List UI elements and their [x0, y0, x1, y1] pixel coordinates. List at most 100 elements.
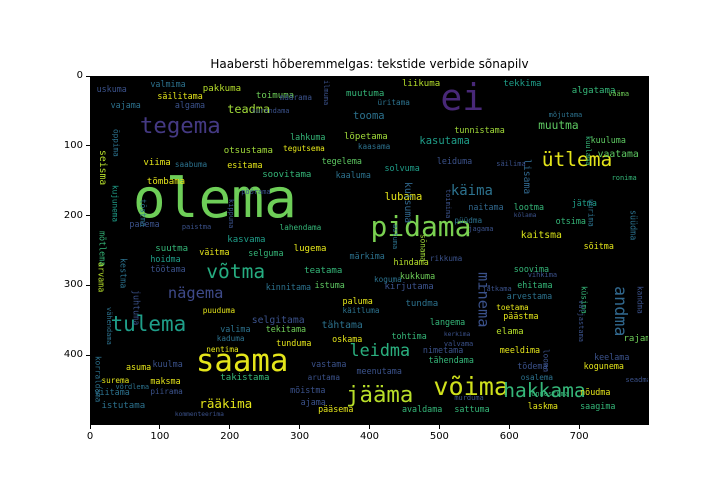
wordcloud-word: kommenteerima	[174, 411, 224, 419]
wordcloud-word: tõstma	[138, 199, 148, 227]
wordcloud-word: kutsuma	[401, 181, 413, 223]
wordcloud-word: viitama	[94, 386, 130, 397]
chart-title: Haabersti hõberemmelgas: tekstide verbid…	[210, 57, 529, 71]
wordcloud-word: kaaluma	[335, 170, 371, 181]
wordcloud-word: panema	[129, 219, 160, 230]
wordcloud-word: lõpetama	[343, 131, 388, 142]
x-tick-label: 200	[220, 431, 240, 442]
wordcloud-word: viima	[143, 158, 171, 169]
wordcloud-word: ütlema	[541, 148, 613, 172]
wordcloud-word: maksma	[150, 376, 181, 387]
wordcloud-word: tundma	[405, 299, 439, 310]
wordcloud-word: paluma	[342, 295, 373, 306]
wordcloud-word: kandma	[635, 286, 645, 315]
wordcloud-word: andma	[610, 286, 631, 337]
wordcloud-word: kasvama	[227, 235, 266, 246]
wordcloud-word: tähendama	[428, 355, 474, 366]
y-tick-mark	[86, 145, 90, 147]
wordcloud-word: jääma	[346, 382, 414, 409]
x-tick-label: 100	[150, 431, 170, 442]
wordcloud-word: väitma	[199, 247, 230, 257]
wordcloud-word: seadma	[625, 376, 649, 385]
wordcloud-word: looma	[541, 349, 551, 373]
y-tick-mark	[86, 75, 90, 77]
wordcloud-word: pääsema	[318, 404, 354, 415]
wordcloud-word: ronima	[611, 173, 637, 182]
wordcloud-word: arvestama	[506, 290, 553, 301]
wordcloud-word: hindama	[393, 257, 429, 268]
wordcloud-word: hakkama	[503, 378, 586, 402]
wordcloud-word: õnnestuma	[531, 390, 569, 399]
wordcloud-word: kõlama	[513, 212, 537, 220]
wordcloud-word: tõdema	[517, 360, 548, 371]
wordcloud-word: meenutama	[356, 365, 402, 376]
wordcloud-word: kippuma	[227, 199, 236, 229]
wordcloud-word: kinnitama	[265, 281, 312, 292]
wordcloud-word: oskama	[332, 334, 363, 345]
wordcloud-word: saabuma	[174, 159, 208, 169]
x-tick-label: 0	[86, 431, 94, 442]
wordcloud-word: vajama	[110, 100, 141, 111]
x-tick-mark	[159, 425, 161, 429]
wordcloud-word: istutama	[101, 400, 146, 411]
wordcloud-word: kerkima	[443, 330, 471, 338]
wordcloud-word: pakkuma	[202, 84, 242, 95]
wordcloud-word: muutma	[538, 119, 579, 133]
wordcloud-word: lugema	[293, 243, 327, 254]
wordcloud-word: leidma	[349, 340, 411, 361]
wordcloud-word: võima	[433, 371, 510, 401]
wordcloud-word: jätma	[571, 198, 597, 209]
x-tick-mark	[229, 425, 231, 429]
wordcloud-word: arutama	[307, 372, 340, 382]
wordcloud-word: kaasama	[357, 142, 391, 152]
wordcloud-word: leiduma	[436, 156, 473, 167]
wordcloud-word: jagama	[468, 224, 494, 233]
wordcloud-word: võrdlema	[115, 383, 150, 392]
wordcloud-word: solvuma	[384, 163, 420, 174]
wordcloud-word: teatama	[304, 265, 343, 276]
wordcloud-word: ajama	[300, 397, 326, 408]
wordcloud-word: valvama	[443, 339, 474, 348]
wordcloud-word: toimuma	[255, 91, 295, 102]
x-tick-label: 500	[429, 431, 449, 442]
wordcloud-word: tegelema	[321, 156, 362, 167]
wordcloud-word: saama	[195, 342, 289, 379]
wordcloud-word: ei	[440, 76, 485, 120]
wordcloud-word: nimetama	[422, 344, 464, 355]
wordcloud-word: nentima	[206, 344, 239, 354]
x-tick-mark	[369, 425, 370, 429]
wordcloud-word: valima	[220, 323, 251, 334]
wordcloud-word: ehitama	[517, 279, 553, 290]
y-tick-label: 300	[63, 279, 83, 291]
wordcloud-word: vaatama	[597, 149, 639, 161]
wordcloud-word: suutma	[155, 243, 189, 254]
wordcloud-word: tekitama	[265, 323, 307, 334]
wordcloud-word: murduma	[454, 393, 484, 402]
x-tick-mark	[508, 425, 510, 429]
x-tick-label: 700	[569, 431, 589, 442]
wordcloud-word: kujunema	[110, 185, 120, 223]
wordcloud-word: mõistma	[290, 385, 326, 396]
wordcloud-word: lahendama	[279, 222, 322, 232]
x-tick-mark	[89, 425, 91, 429]
wordcloud-word: püüdma	[454, 215, 483, 225]
wordcloud-plot-area: olema saama ei pidama võima jääma tegema tulema…	[90, 76, 649, 425]
wordcloud-word: toimima	[443, 188, 452, 219]
wordcloud-word: nägema	[167, 284, 224, 303]
wordcloud-word: jätkama	[482, 285, 512, 294]
wordcloud-word: kasutama	[419, 135, 470, 148]
y-tick-label: 0	[76, 70, 83, 81]
wordcloud-word: uskuma	[96, 84, 127, 95]
wordcloud-word: surema	[101, 376, 130, 386]
wordcloud-word: tooma	[353, 109, 385, 122]
wordcloud-word: valmima	[150, 79, 186, 90]
wordcloud-word: süüdma	[628, 209, 639, 240]
y-tick-mark	[86, 354, 90, 356]
wordcloud-word: astuma	[391, 223, 400, 249]
wordcloud-word: toetama	[496, 302, 529, 312]
wordcloud-word: juhtuma	[130, 289, 141, 326]
wordcloud-word: paistma	[181, 222, 212, 231]
wordcloud-word: surendama	[251, 107, 290, 116]
wordcloud-word: märkima	[349, 250, 385, 261]
